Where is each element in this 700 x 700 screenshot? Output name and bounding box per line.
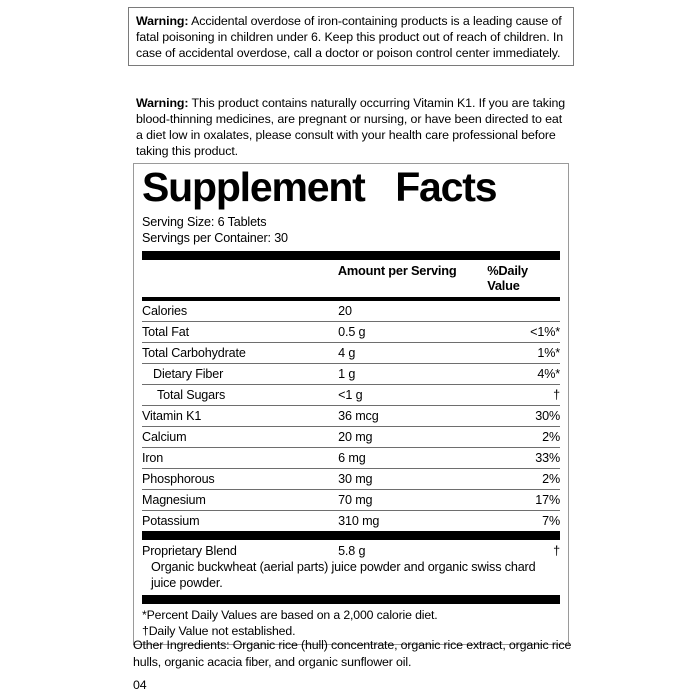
nutrient-amount: 310 mg	[338, 514, 380, 528]
nutrient-daily-value: 2%	[542, 472, 560, 486]
page-number: 04	[133, 678, 147, 692]
rule-thick-top	[142, 251, 560, 260]
nutrient-name: Dietary Fiber	[153, 367, 224, 381]
table-row: Vitamin K1 36 mcg 30%	[142, 406, 560, 427]
nutrient-amount: 1 g	[338, 367, 356, 381]
nutrient-daily-value: 4%*	[537, 367, 560, 381]
table-row: Total Carbohydrate 4 g 1%*	[142, 343, 560, 364]
servings-per-container: Servings per Container: 30	[142, 231, 288, 245]
table-row: Calcium 20 mg 2%	[142, 427, 560, 448]
proprietary-blend-name: Proprietary Blend	[142, 544, 237, 558]
table-row: Phosphorous 30 mg 2%	[142, 469, 560, 490]
other-ingredients: Other Ingredients: Organic rice (hull) c…	[133, 638, 572, 669]
nutrient-amount: <1 g	[338, 388, 363, 402]
nutrient-amount: 70 mg	[338, 493, 373, 507]
warning-text-vitamin-k1: This product contains naturally occurrin…	[136, 96, 566, 159]
nutrient-name: Phosphorous	[142, 472, 215, 486]
serving-size: Serving Size: 6 Tablets	[142, 215, 267, 229]
nutrient-daily-value: <1%*	[530, 325, 560, 339]
header-daily-value: %Daily Value	[487, 263, 528, 293]
nutrient-name: Potassium	[142, 514, 200, 528]
nutrient-amount: 4 g	[338, 346, 356, 360]
nutrient-name: Total Fat	[142, 325, 189, 339]
nutrient-daily-value: †	[553, 388, 560, 402]
footnotes: *Percent Daily Values are based on a 2,0…	[142, 604, 560, 644]
table-header-row: Amount per Serving %Daily Value	[142, 260, 560, 297]
proprietary-blend-row: Proprietary Blend 5.8 g †	[142, 540, 560, 560]
nutrient-daily-value: 17%	[535, 493, 560, 507]
nutrient-amount: 36 mcg	[338, 409, 379, 423]
warning-label-iron: Warning:	[136, 14, 189, 28]
nutrient-daily-value: 2%	[542, 430, 560, 444]
nutrient-name: Total Carbohydrate	[142, 346, 246, 360]
table-row: Magnesium 70 mg 17%	[142, 490, 560, 511]
rule-medium-under-header	[142, 297, 560, 301]
proprietary-blend-dv: †	[553, 544, 560, 558]
nutrient-name: Magnesium	[142, 493, 206, 507]
nutrient-amount: 30 mg	[338, 472, 373, 486]
footnote-percent-daily-value: *Percent Daily Values are based on a 2,0…	[142, 608, 438, 622]
footnote-daily-value-not-established: †Daily Value not established.	[142, 624, 296, 638]
nutrient-daily-value: 7%	[542, 514, 560, 528]
table-row: Iron 6 mg 33%	[142, 448, 560, 469]
supplement-facts-title: Supplement Facts	[142, 164, 498, 210]
proprietary-blend-block: Proprietary Blend 5.8 g † Organic buckwh…	[142, 540, 560, 595]
nutrient-daily-value: 1%*	[537, 346, 560, 360]
rule-thick-above-blend	[142, 531, 560, 540]
warning-label-vitamin-k1: Warning:	[136, 96, 189, 110]
header-amount-per-serving: Amount per Serving	[337, 263, 457, 278]
nutrient-name: Calcium	[142, 430, 187, 444]
table-row: Potassium 310 mg 7%	[142, 511, 560, 532]
proprietary-blend-amount: 5.8 g	[338, 544, 366, 558]
nutrition-table: Amount per Serving %Daily Value	[142, 260, 560, 297]
warning-text-iron: Accidental overdose of iron-containing p…	[136, 14, 564, 61]
warning-box-vitamin-k1: Warning: This product contains naturally…	[128, 89, 574, 165]
nutrient-rows-table: Calories 20 Total Fat 0.5 g <1%* Total Carboh…	[142, 301, 560, 531]
nutrient-daily-value: 30%	[535, 409, 560, 423]
nutrient-rows-body: Calories 20 Total Fat 0.5 g <1%* Total Carboh…	[142, 301, 560, 531]
nutrient-amount: 20 mg	[338, 430, 373, 444]
nutrient-daily-value: 33%	[535, 451, 560, 465]
proprietary-blend-description: Organic buckwheat (aerial parts) juice p…	[151, 560, 536, 590]
nutrient-amount: 6 mg	[338, 451, 366, 465]
nutrient-name: Iron	[142, 451, 164, 465]
nutrient-amount: 20	[338, 304, 352, 318]
table-row: Calories 20	[142, 301, 560, 322]
table-row: Total Sugars <1 g †	[142, 385, 560, 406]
table-row: Dietary Fiber 1 g 4%*	[142, 364, 560, 385]
nutrient-name: Vitamin K1	[142, 409, 202, 423]
header-blank	[142, 260, 338, 297]
table-row: Total Fat 0.5 g <1%*	[142, 322, 560, 343]
nutrient-name: Total Sugars	[157, 388, 226, 402]
supplement-facts-panel: Supplement Facts Serving Size: 6 Tablets…	[133, 163, 569, 645]
nutrient-amount: 0.5 g	[338, 325, 366, 339]
warning-box-iron: Warning: Accidental overdose of iron-con…	[128, 7, 574, 67]
rule-thick-above-footnotes	[142, 595, 560, 604]
nutrient-name: Calories	[142, 304, 187, 318]
nutrient-daily-value	[487, 301, 560, 322]
